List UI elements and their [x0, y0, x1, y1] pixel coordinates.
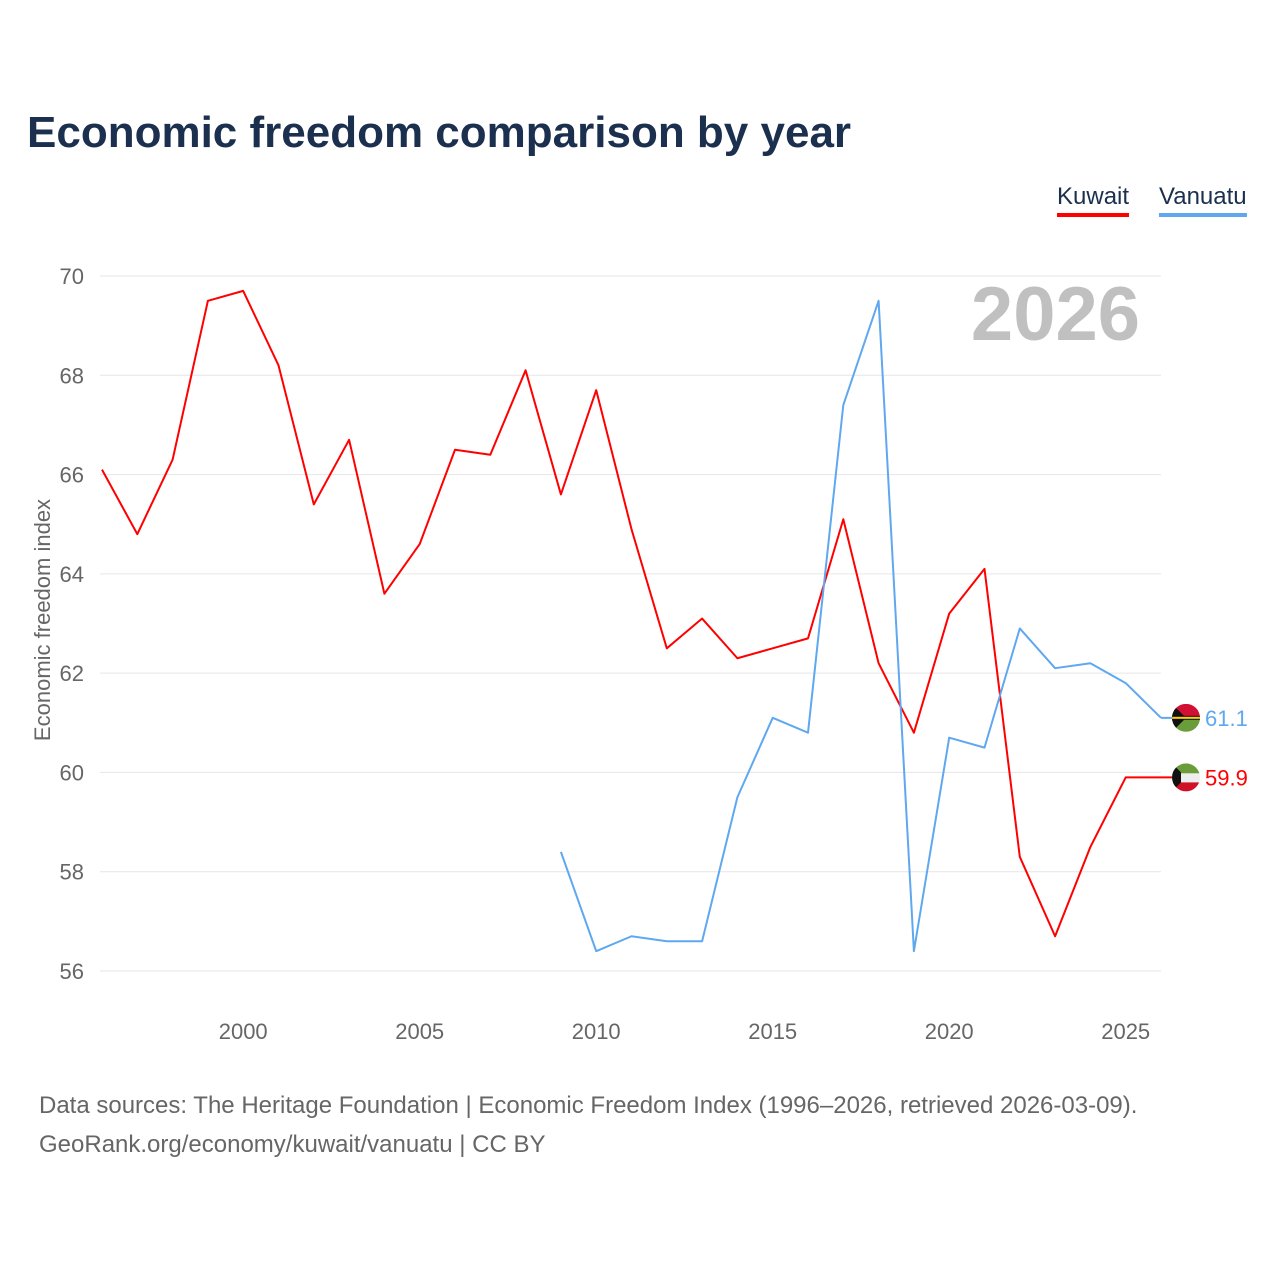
source-line-1: Data sources: The Heritage Foundation | … [39, 1092, 1138, 1119]
year-watermark: 2026 [971, 272, 1140, 357]
y-tick-label: 62 [60, 661, 84, 686]
y-tick-label: 60 [60, 760, 84, 785]
end-value-label-vanuatu: 61.1 [1205, 706, 1248, 731]
y-tick-label: 70 [60, 264, 84, 289]
x-tick-label: 2020 [925, 1019, 974, 1044]
source-line-2[interactable]: GeoRank.org/economy/kuwait/vanuatu | CC … [39, 1131, 546, 1158]
y-tick-label: 58 [60, 860, 84, 885]
x-tick-label: 2005 [395, 1019, 444, 1044]
series-line-kuwait [101, 289, 1161, 938]
y-tick-label: 64 [60, 562, 84, 587]
x-tick-label: 2015 [748, 1019, 797, 1044]
source-note: Data sources: The Heritage Foundation | … [39, 1086, 1137, 1164]
legend-vanuatu[interactable]: Vanuatu [1159, 183, 1247, 217]
x-tick-label: 2010 [572, 1019, 621, 1044]
vanuatu-flag-icon [1172, 703, 1200, 732]
series-line-vanuatu [559, 299, 1162, 953]
x-tick-label: 2000 [219, 1019, 268, 1044]
legend-kuwait[interactable]: Kuwait [1057, 183, 1130, 217]
y-tick-label: 66 [60, 463, 84, 488]
end-value-label-kuwait: 59.9 [1205, 765, 1248, 790]
kuwait-flag-icon [1172, 763, 1200, 792]
chart-title: Economic freedom comparison by year [27, 108, 852, 157]
x-tick-label: 2025 [1101, 1019, 1150, 1044]
y-tick-label: 56 [60, 959, 84, 984]
y-axis-label: Economic freedom index [30, 499, 55, 741]
y-tick-label: 68 [60, 363, 84, 388]
